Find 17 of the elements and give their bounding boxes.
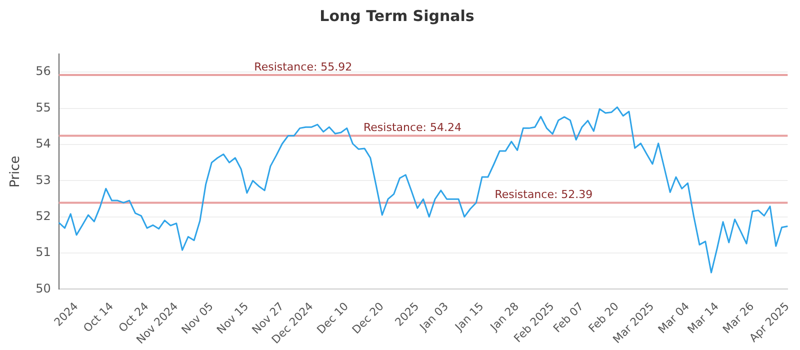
y-tick-label: 55 bbox=[36, 100, 51, 114]
ref-line-label: Resistance: 54.24 bbox=[364, 121, 462, 134]
chart-title: Long Term Signals bbox=[320, 6, 474, 25]
ref-line-label: Resistance: 52.39 bbox=[494, 188, 593, 202]
x-tick-label: Dec 20 bbox=[350, 300, 386, 336]
x-tick-label: Dec 10 bbox=[314, 300, 352, 336]
y-tick-label: 52 bbox=[36, 208, 51, 223]
ref-line-label: Resistance: 55.92 bbox=[254, 60, 352, 74]
x-tick-label: Jan 15 bbox=[452, 300, 486, 334]
y-tick-label: 51 bbox=[36, 245, 51, 260]
y-tick-label: 50 bbox=[36, 281, 51, 296]
y-tick-label: 53 bbox=[36, 172, 51, 187]
y-tick-label: 54 bbox=[36, 136, 51, 151]
y-tick-label: 56 bbox=[36, 64, 51, 78]
x-tick-label: Oct 14 bbox=[80, 300, 116, 335]
y-axis-title: Price bbox=[8, 156, 24, 188]
x-tick-label: Jan 03 bbox=[416, 300, 451, 334]
